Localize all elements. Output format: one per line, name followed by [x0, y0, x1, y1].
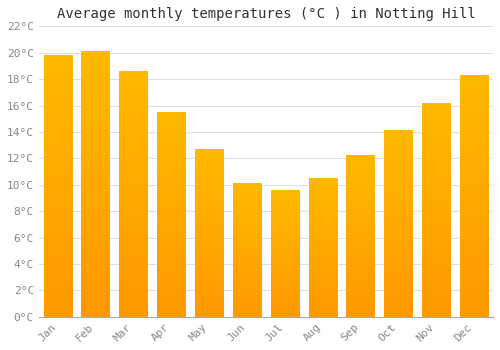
Title: Average monthly temperatures (°C ) in Notting Hill: Average monthly temperatures (°C ) in No… — [56, 7, 476, 21]
